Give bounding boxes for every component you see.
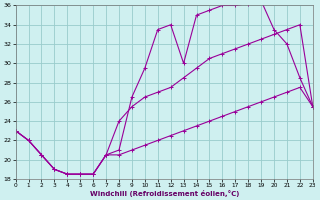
X-axis label: Windchill (Refroidissement éolien,°C): Windchill (Refroidissement éolien,°C) (90, 190, 239, 197)
